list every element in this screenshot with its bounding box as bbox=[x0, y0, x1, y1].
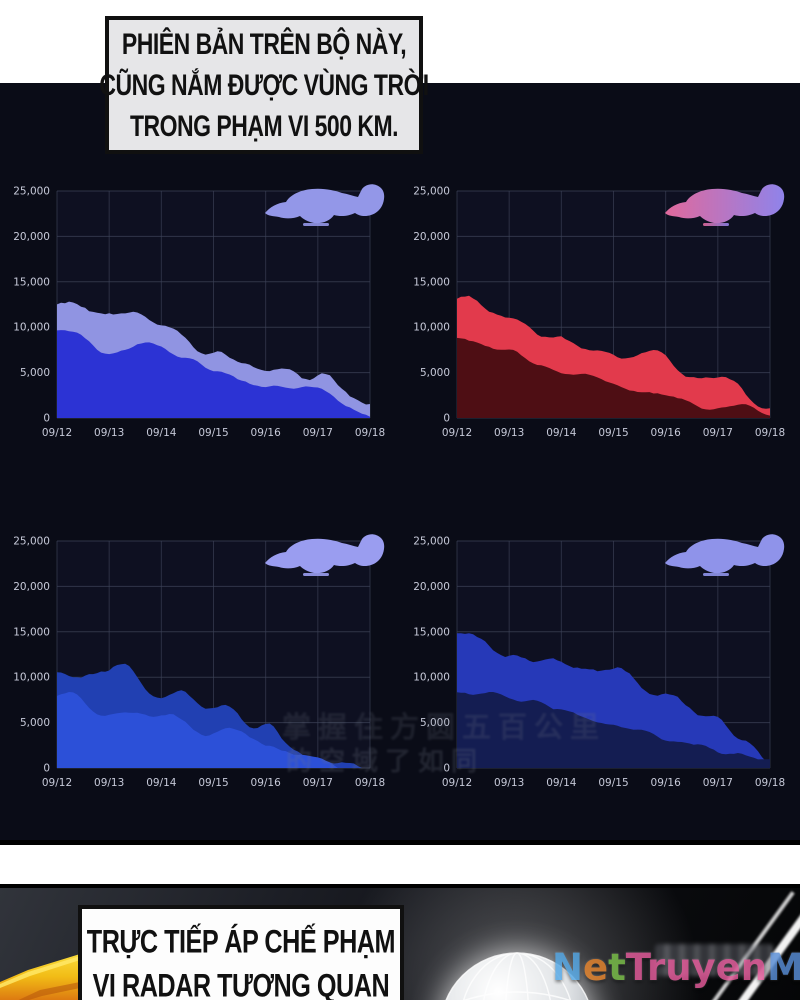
speech-line: TRONG PHẠM VI 500 KM. bbox=[129, 108, 399, 142]
svg-text:09/13: 09/13 bbox=[94, 427, 124, 439]
svg-text:09/14: 09/14 bbox=[146, 777, 177, 789]
svg-text:09/16: 09/16 bbox=[251, 777, 282, 789]
helicopter-icon bbox=[665, 534, 785, 576]
speech-line: TRỰC TIẾP ÁP CHẾ PHẠM bbox=[86, 922, 396, 960]
svg-text:09/14: 09/14 bbox=[546, 777, 577, 789]
svg-text:20,000: 20,000 bbox=[13, 231, 50, 243]
speech-line: PHIÊN BẢN TRÊN BỘ NÀY, bbox=[121, 26, 407, 60]
speech-line: CŨNG NẮM ĐƯỢC VÙNG TRỜI bbox=[99, 67, 429, 101]
svg-text:25,000: 25,000 bbox=[13, 186, 50, 198]
svg-text:15,000: 15,000 bbox=[413, 626, 450, 638]
svg-text:10,000: 10,000 bbox=[13, 672, 50, 684]
helicopter-icon bbox=[265, 534, 385, 576]
svg-text:09/18: 09/18 bbox=[755, 777, 785, 789]
watermark-letter: t bbox=[608, 946, 626, 989]
svg-text:09/12: 09/12 bbox=[42, 427, 72, 439]
svg-text:09/17: 09/17 bbox=[703, 777, 733, 789]
svg-text:0: 0 bbox=[43, 413, 50, 425]
svg-text:0: 0 bbox=[43, 763, 50, 775]
blurred-watermark bbox=[655, 944, 773, 976]
svg-text:15,000: 15,000 bbox=[13, 626, 50, 638]
area-chart: 0 5,000 10,000 15,000 20,000 25,000 09/12 09/13… bbox=[413, 536, 785, 790]
svg-text:25,000: 25,000 bbox=[413, 186, 450, 198]
svg-text:20,000: 20,000 bbox=[13, 581, 50, 593]
svg-text:09/16: 09/16 bbox=[651, 427, 682, 439]
svg-text:0: 0 bbox=[443, 763, 450, 775]
speech-line: VI RADAR TƯƠNG QUAN bbox=[92, 966, 390, 1000]
svg-text:09/17: 09/17 bbox=[303, 777, 333, 789]
svg-text:09/15: 09/15 bbox=[598, 427, 628, 439]
svg-text:09/12: 09/12 bbox=[42, 777, 72, 789]
speech-bubble-top: PHIÊN BẢN TRÊN BỘ NÀY, CŨNG NẮM ĐƯỢC VÙN… bbox=[99, 16, 429, 154]
svg-text:09/15: 09/15 bbox=[198, 427, 228, 439]
faint-overlay-text: 的空域了如同 bbox=[286, 746, 485, 776]
svg-text:5,000: 5,000 bbox=[420, 717, 450, 729]
watermark-letter: T bbox=[625, 946, 647, 989]
svg-text:09/13: 09/13 bbox=[494, 427, 524, 439]
svg-text:15,000: 15,000 bbox=[13, 276, 50, 288]
chart-top-left: 0 5,000 10,000 15,000 20,000 25,000 09/12 09/13… bbox=[0, 170, 400, 460]
svg-text:09/15: 09/15 bbox=[198, 777, 228, 789]
watermark-letter: r bbox=[646, 946, 666, 989]
svg-text:10,000: 10,000 bbox=[13, 322, 50, 334]
watermark-letter: e bbox=[582, 946, 609, 989]
chart-top-right: 0 5,000 10,000 15,000 20,000 25,000 09/12 09/13… bbox=[400, 170, 800, 460]
area-chart: 0 5,000 10,000 15,000 20,000 25,000 09/12 09/13… bbox=[13, 186, 385, 440]
area-chart: 0 5,000 10,000 15,000 20,000 25,000 09/12 09/13… bbox=[13, 536, 385, 790]
watermark-letter: n bbox=[740, 946, 768, 989]
net-truyen-watermark: NetTruyenMOE bbox=[552, 946, 800, 989]
watermark-letter: e bbox=[715, 946, 741, 989]
radar-charts-panel: 0 5,000 10,000 15,000 20,000 25,000 09/12 09/13… bbox=[0, 83, 800, 845]
svg-text:09/14: 09/14 bbox=[146, 427, 177, 439]
watermark-letter: u bbox=[665, 946, 692, 989]
helicopter-icon bbox=[265, 184, 385, 226]
watermark-letter: y bbox=[691, 946, 716, 989]
chart-bottom-left: 0 5,000 10,000 15,000 20,000 25,000 09/12 09/13… bbox=[0, 520, 400, 810]
svg-text:09/18: 09/18 bbox=[355, 777, 385, 789]
svg-text:0: 0 bbox=[443, 413, 450, 425]
svg-text:09/18: 09/18 bbox=[755, 427, 785, 439]
svg-text:09/16: 09/16 bbox=[651, 777, 682, 789]
svg-text:10,000: 10,000 bbox=[413, 322, 450, 334]
svg-text:09/12: 09/12 bbox=[442, 427, 472, 439]
svg-text:09/18: 09/18 bbox=[355, 427, 385, 439]
svg-text:25,000: 25,000 bbox=[413, 536, 450, 548]
svg-text:5,000: 5,000 bbox=[420, 367, 450, 379]
globe-icon bbox=[432, 938, 602, 1000]
svg-text:5,000: 5,000 bbox=[20, 717, 50, 729]
speech-bubble-bottom: TRỰC TIẾP ÁP CHẾ PHẠM VI RADAR TƯƠNG QUA… bbox=[78, 905, 404, 1000]
yellow-light-shape bbox=[0, 954, 80, 1000]
svg-text:20,000: 20,000 bbox=[413, 581, 450, 593]
svg-text:09/17: 09/17 bbox=[303, 427, 333, 439]
svg-text:09/16: 09/16 bbox=[251, 427, 282, 439]
svg-text:20,000: 20,000 bbox=[413, 231, 450, 243]
helicopter-icon bbox=[665, 184, 785, 226]
svg-text:09/12: 09/12 bbox=[442, 777, 472, 789]
faint-overlay-text: 掌握住方圆五百公里 bbox=[282, 712, 607, 744]
watermark-letter: M bbox=[767, 946, 800, 989]
svg-text:25,000: 25,000 bbox=[13, 536, 50, 548]
area-chart: 0 5,000 10,000 15,000 20,000 25,000 09/12 09/13… bbox=[413, 186, 785, 440]
chart-bottom-right: 0 5,000 10,000 15,000 20,000 25,000 09/12 09/13… bbox=[400, 520, 800, 810]
svg-text:09/14: 09/14 bbox=[546, 427, 577, 439]
svg-text:09/15: 09/15 bbox=[598, 777, 628, 789]
svg-text:09/13: 09/13 bbox=[494, 777, 524, 789]
svg-text:09/13: 09/13 bbox=[94, 777, 124, 789]
svg-text:09/17: 09/17 bbox=[703, 427, 733, 439]
panel-gutter bbox=[0, 845, 800, 884]
svg-text:15,000: 15,000 bbox=[413, 276, 450, 288]
watermark-letter: N bbox=[552, 946, 583, 989]
svg-text:5,000: 5,000 bbox=[20, 367, 50, 379]
svg-text:10,000: 10,000 bbox=[413, 672, 450, 684]
